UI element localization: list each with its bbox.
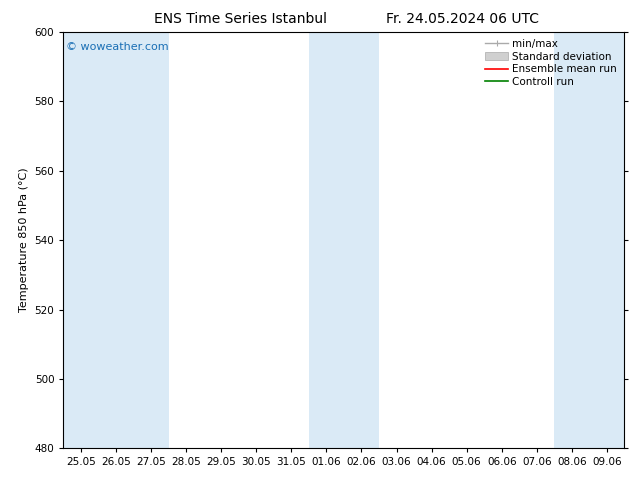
Bar [309,32,379,448]
Y-axis label: Temperature 850 hPa (°C): Temperature 850 hPa (°C) [19,168,29,313]
Bar [554,32,624,448]
Legend: min/max, Standard deviation, Ensemble mean run, Controll run: min/max, Standard deviation, Ensemble me… [483,37,619,89]
Text: ENS Time Series Istanbul: ENS Time Series Istanbul [155,12,327,26]
Text: Fr. 24.05.2024 06 UTC: Fr. 24.05.2024 06 UTC [386,12,540,26]
Text: © woweather.com: © woweather.com [66,42,169,52]
Bar [63,32,169,448]
